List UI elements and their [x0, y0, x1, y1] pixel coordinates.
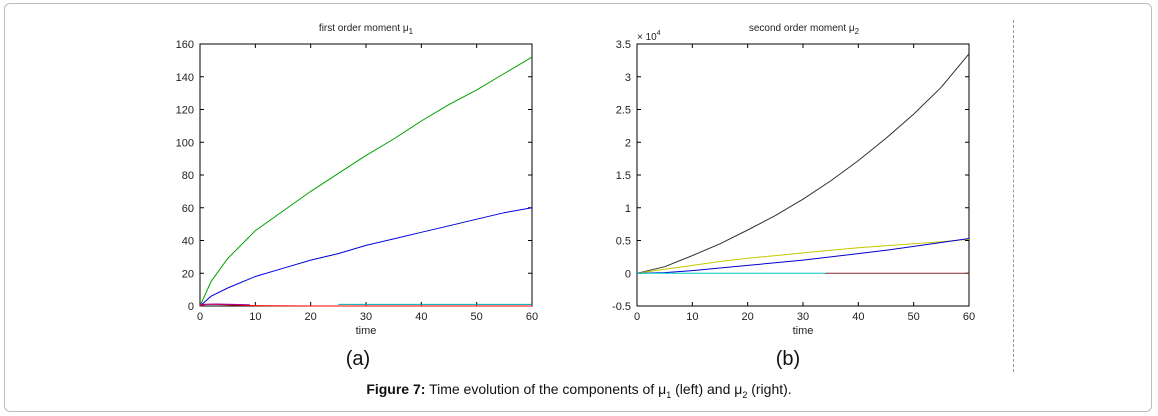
chart-b-ytick-label: 1.5: [616, 170, 631, 182]
chart-b-xtick-label: 50: [908, 311, 920, 323]
panel-divider: [1013, 20, 1014, 372]
caption-sub-1: 1: [666, 389, 672, 400]
chart-b-series-group: [636, 53, 970, 274]
chart-a-plot-area: [199, 43, 533, 307]
chart-b-xtick-label: 0: [634, 311, 640, 323]
chart-b-ytick-label: -0.5: [612, 301, 631, 313]
chart-b-xtick-label: 10: [686, 311, 698, 323]
chart-b-xtick-label: 60: [963, 311, 975, 323]
chart-a-panel-label: (a): [346, 348, 370, 370]
chart-a-xtick-label: 10: [249, 311, 261, 323]
chart-a-series-line-5: [199, 303, 250, 306]
chart-b-series-line-1: [636, 53, 970, 274]
chart-a-xtick-label: 40: [415, 311, 427, 323]
chart-b-multiplier: × 104: [637, 30, 661, 43]
chart-a-xlabel: time: [356, 325, 377, 337]
chart-a-ytick-label: 80: [182, 170, 194, 182]
chart-a-xtick-label: 50: [471, 311, 483, 323]
chart-a-ytick-label: 40: [182, 236, 194, 248]
chart-b-xtick-label: 20: [742, 311, 754, 323]
chart-a-ytick-label: 120: [176, 105, 194, 117]
chart-a-ytick-label: 20: [182, 268, 194, 280]
chart-a-title: first order moment μ1: [319, 23, 414, 36]
chart-b-ytick-label: 0.5: [616, 236, 631, 248]
chart-b-title: second order moment μ2: [749, 23, 860, 36]
chart-b-ytick-label: 2: [625, 137, 631, 149]
chart-b-panel-label: (b): [776, 348, 800, 370]
caption-sub-2: 2: [742, 389, 748, 400]
chart-b-ytick-label: 2.5: [616, 105, 631, 117]
figure-caption: Figure 7: Time evolution of the componen…: [0, 381, 1158, 400]
chart-a-ytick-label: 140: [176, 72, 194, 84]
chart-panel-a: first order moment μ1 0 10 20 30 40 50 60 0 20 40…: [176, 23, 538, 370]
caption-figure-label: Figure 7:: [366, 381, 426, 397]
caption-text-3: (right).: [747, 381, 792, 397]
chart-a-ytick-label: 160: [176, 39, 194, 51]
chart-b-ytick-label: 1: [625, 203, 631, 215]
chart-b-xtick-label: 40: [852, 311, 864, 323]
chart-a-xtick-label: 60: [526, 311, 538, 323]
chart-b-ticks: 0 10 20 30 40 50 60-0.500.511.522.533.5: [612, 39, 975, 323]
chart-a-ticks: 0 10 20 30 40 50 60 0 20 40 60 80 100 120 140 160: [176, 39, 538, 323]
chart-a-ytick-label: 60: [182, 203, 194, 215]
chart-b-xtick-label: 30: [797, 311, 809, 323]
chart-panel-b: second order moment μ2 × 104 0 10 20 30 40 50…: [612, 23, 975, 370]
chart-b-series-line-3: [636, 238, 970, 274]
chart-a-ytick-label: 100: [176, 137, 194, 149]
chart-a-series-line-1: [199, 56, 533, 307]
chart-b-ytick-label: 0: [625, 268, 631, 280]
chart-a-ytick-label: 0: [188, 301, 194, 313]
caption-text-2: (left) and μ: [671, 381, 743, 397]
chart-a-series-line-2: [199, 207, 533, 307]
chart-a-xtick-label: 20: [305, 311, 317, 323]
chart-b-ytick-label: 3: [625, 72, 631, 84]
chart-b-xlabel: time: [793, 325, 814, 337]
chart-b-plot-area: [636, 43, 970, 307]
chart-b-ytick-label: 3.5: [616, 39, 631, 51]
chart-b-series-line-2: [636, 238, 970, 274]
caption-text-1: Time evolution of the components of μ: [425, 381, 667, 397]
chart-a-xtick-label: 30: [360, 311, 372, 323]
chart-a-series-group: [199, 56, 533, 307]
chart-a-xtick-label: 0: [197, 311, 203, 323]
